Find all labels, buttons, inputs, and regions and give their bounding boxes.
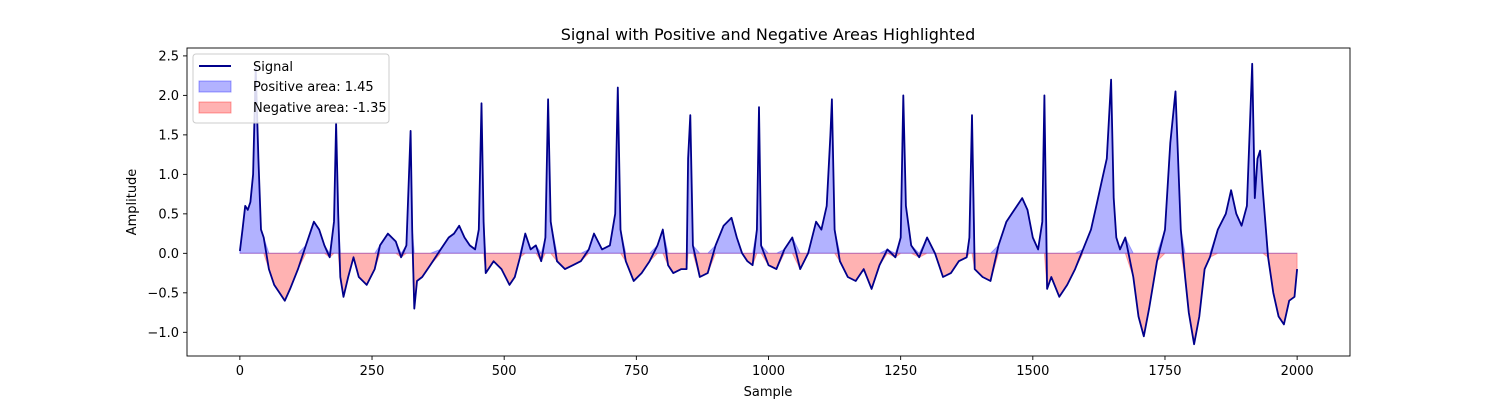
x-tick-label: 750 xyxy=(624,364,649,379)
legend-positive-label: Positive area: 1.45 xyxy=(253,80,374,95)
positive-area-fill xyxy=(239,63,1298,255)
x-tick-label: 250 xyxy=(360,364,385,379)
negative-area-fill xyxy=(239,252,1298,345)
x-tick-label: 500 xyxy=(492,364,517,379)
plot-area xyxy=(239,62,1298,346)
y-tick-label: 1.5 xyxy=(158,128,179,143)
y-tick-label: 2.0 xyxy=(158,89,179,104)
legend: Signal Positive area: 1.45 Negative area… xyxy=(192,53,390,124)
legend-frame xyxy=(192,53,390,124)
x-axis-ticks: 0 250 500 750 1000 1250 1500 1750 2000 xyxy=(236,356,1314,379)
y-tick-label: 0.0 xyxy=(158,247,179,262)
legend-positive-swatch xyxy=(198,80,232,93)
y-tick-label: 0.5 xyxy=(158,207,179,222)
y-tick-label: −1.0 xyxy=(147,326,179,341)
x-tick-label: 1000 xyxy=(752,364,785,379)
y-axis-label: Amplitude xyxy=(125,169,140,236)
chart-title: Signal with Positive and Negative Areas … xyxy=(561,25,976,44)
y-tick-label: −0.5 xyxy=(147,286,179,301)
x-tick-label: 1750 xyxy=(1148,364,1181,379)
x-tick-label: 2000 xyxy=(1281,364,1314,379)
x-axis-label: Sample xyxy=(744,385,793,400)
y-tick-label: 1.0 xyxy=(158,168,179,183)
legend-negative-swatch xyxy=(198,101,232,114)
x-tick-label: 1500 xyxy=(1016,364,1049,379)
y-axis-ticks: −1.0 −0.5 0.0 0.5 1.0 1.5 2.0 2.5 xyxy=(147,49,187,341)
legend-signal-label: Signal xyxy=(253,60,293,75)
legend-negative-label: Negative area: -1.35 xyxy=(253,101,387,116)
x-tick-label: 1250 xyxy=(884,364,917,379)
x-tick-label: 0 xyxy=(236,364,244,379)
signal-line xyxy=(239,62,1298,346)
y-tick-label: 2.5 xyxy=(158,49,179,64)
